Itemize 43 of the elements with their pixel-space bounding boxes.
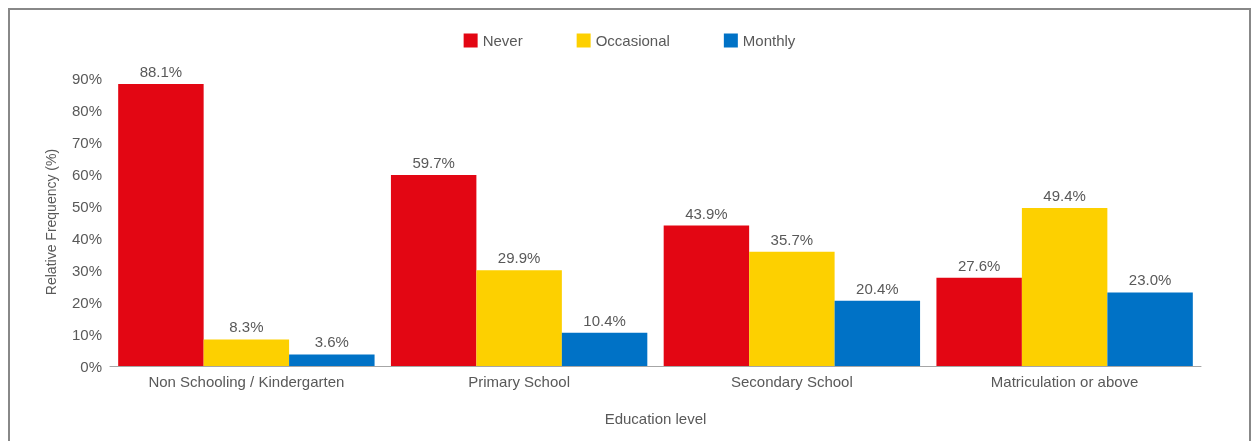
- bar: [118, 84, 204, 366]
- bar: [1021, 207, 1108, 366]
- y-tick-label: 0%: [80, 357, 102, 375]
- data-label: 49.4%: [1043, 186, 1086, 204]
- x-tick-label: Primary School: [468, 373, 570, 390]
- bar: [289, 354, 375, 366]
- data-label: 43.9%: [685, 204, 728, 222]
- y-tick-label: 50%: [71, 197, 102, 215]
- data-label: 35.7%: [770, 230, 814, 248]
- legend-label: Occasional: [595, 32, 670, 49]
- y-tick-label: 40%: [71, 229, 102, 247]
- data-label: 29.9%: [497, 249, 541, 267]
- y-tick-label: 10%: [71, 325, 102, 343]
- x-axis-title: Education level: [604, 410, 707, 427]
- data-label: 23.0%: [1128, 271, 1172, 289]
- legend-label: Never: [482, 32, 523, 49]
- data-label: 10.4%: [583, 311, 626, 329]
- y-tick-label: 70%: [71, 133, 102, 151]
- y-tick-label: 60%: [71, 165, 102, 183]
- x-tick-label: Non Schooling / Kindergarten: [148, 373, 345, 390]
- bar: [1107, 292, 1193, 366]
- bar: [749, 251, 835, 366]
- data-label: 59.7%: [412, 153, 455, 171]
- y-tick-label: 20%: [71, 293, 102, 311]
- bar: [390, 174, 477, 366]
- bar: [663, 225, 750, 366]
- data-label: 20.4%: [856, 279, 899, 297]
- y-tick-label: 30%: [71, 261, 102, 279]
- bar: [561, 332, 648, 366]
- legend-label: Monthly: [742, 32, 796, 49]
- bar: [834, 300, 921, 366]
- y-axis-title: Relative Frequency (%): [43, 148, 59, 296]
- x-tick-label: Matriculation or above: [990, 373, 1139, 390]
- bar: [203, 339, 290, 366]
- y-tick-label: 90%: [71, 69, 102, 87]
- data-label: 27.6%: [957, 256, 1001, 274]
- data-label: 88.1%: [139, 63, 183, 81]
- data-label: 8.3%: [229, 318, 264, 336]
- data-label: 3.6%: [314, 333, 349, 351]
- x-tick-label: Secondary School: [731, 373, 853, 390]
- y-tick-label: 80%: [71, 101, 102, 119]
- bar: [936, 277, 1022, 366]
- bar: [476, 270, 562, 366]
